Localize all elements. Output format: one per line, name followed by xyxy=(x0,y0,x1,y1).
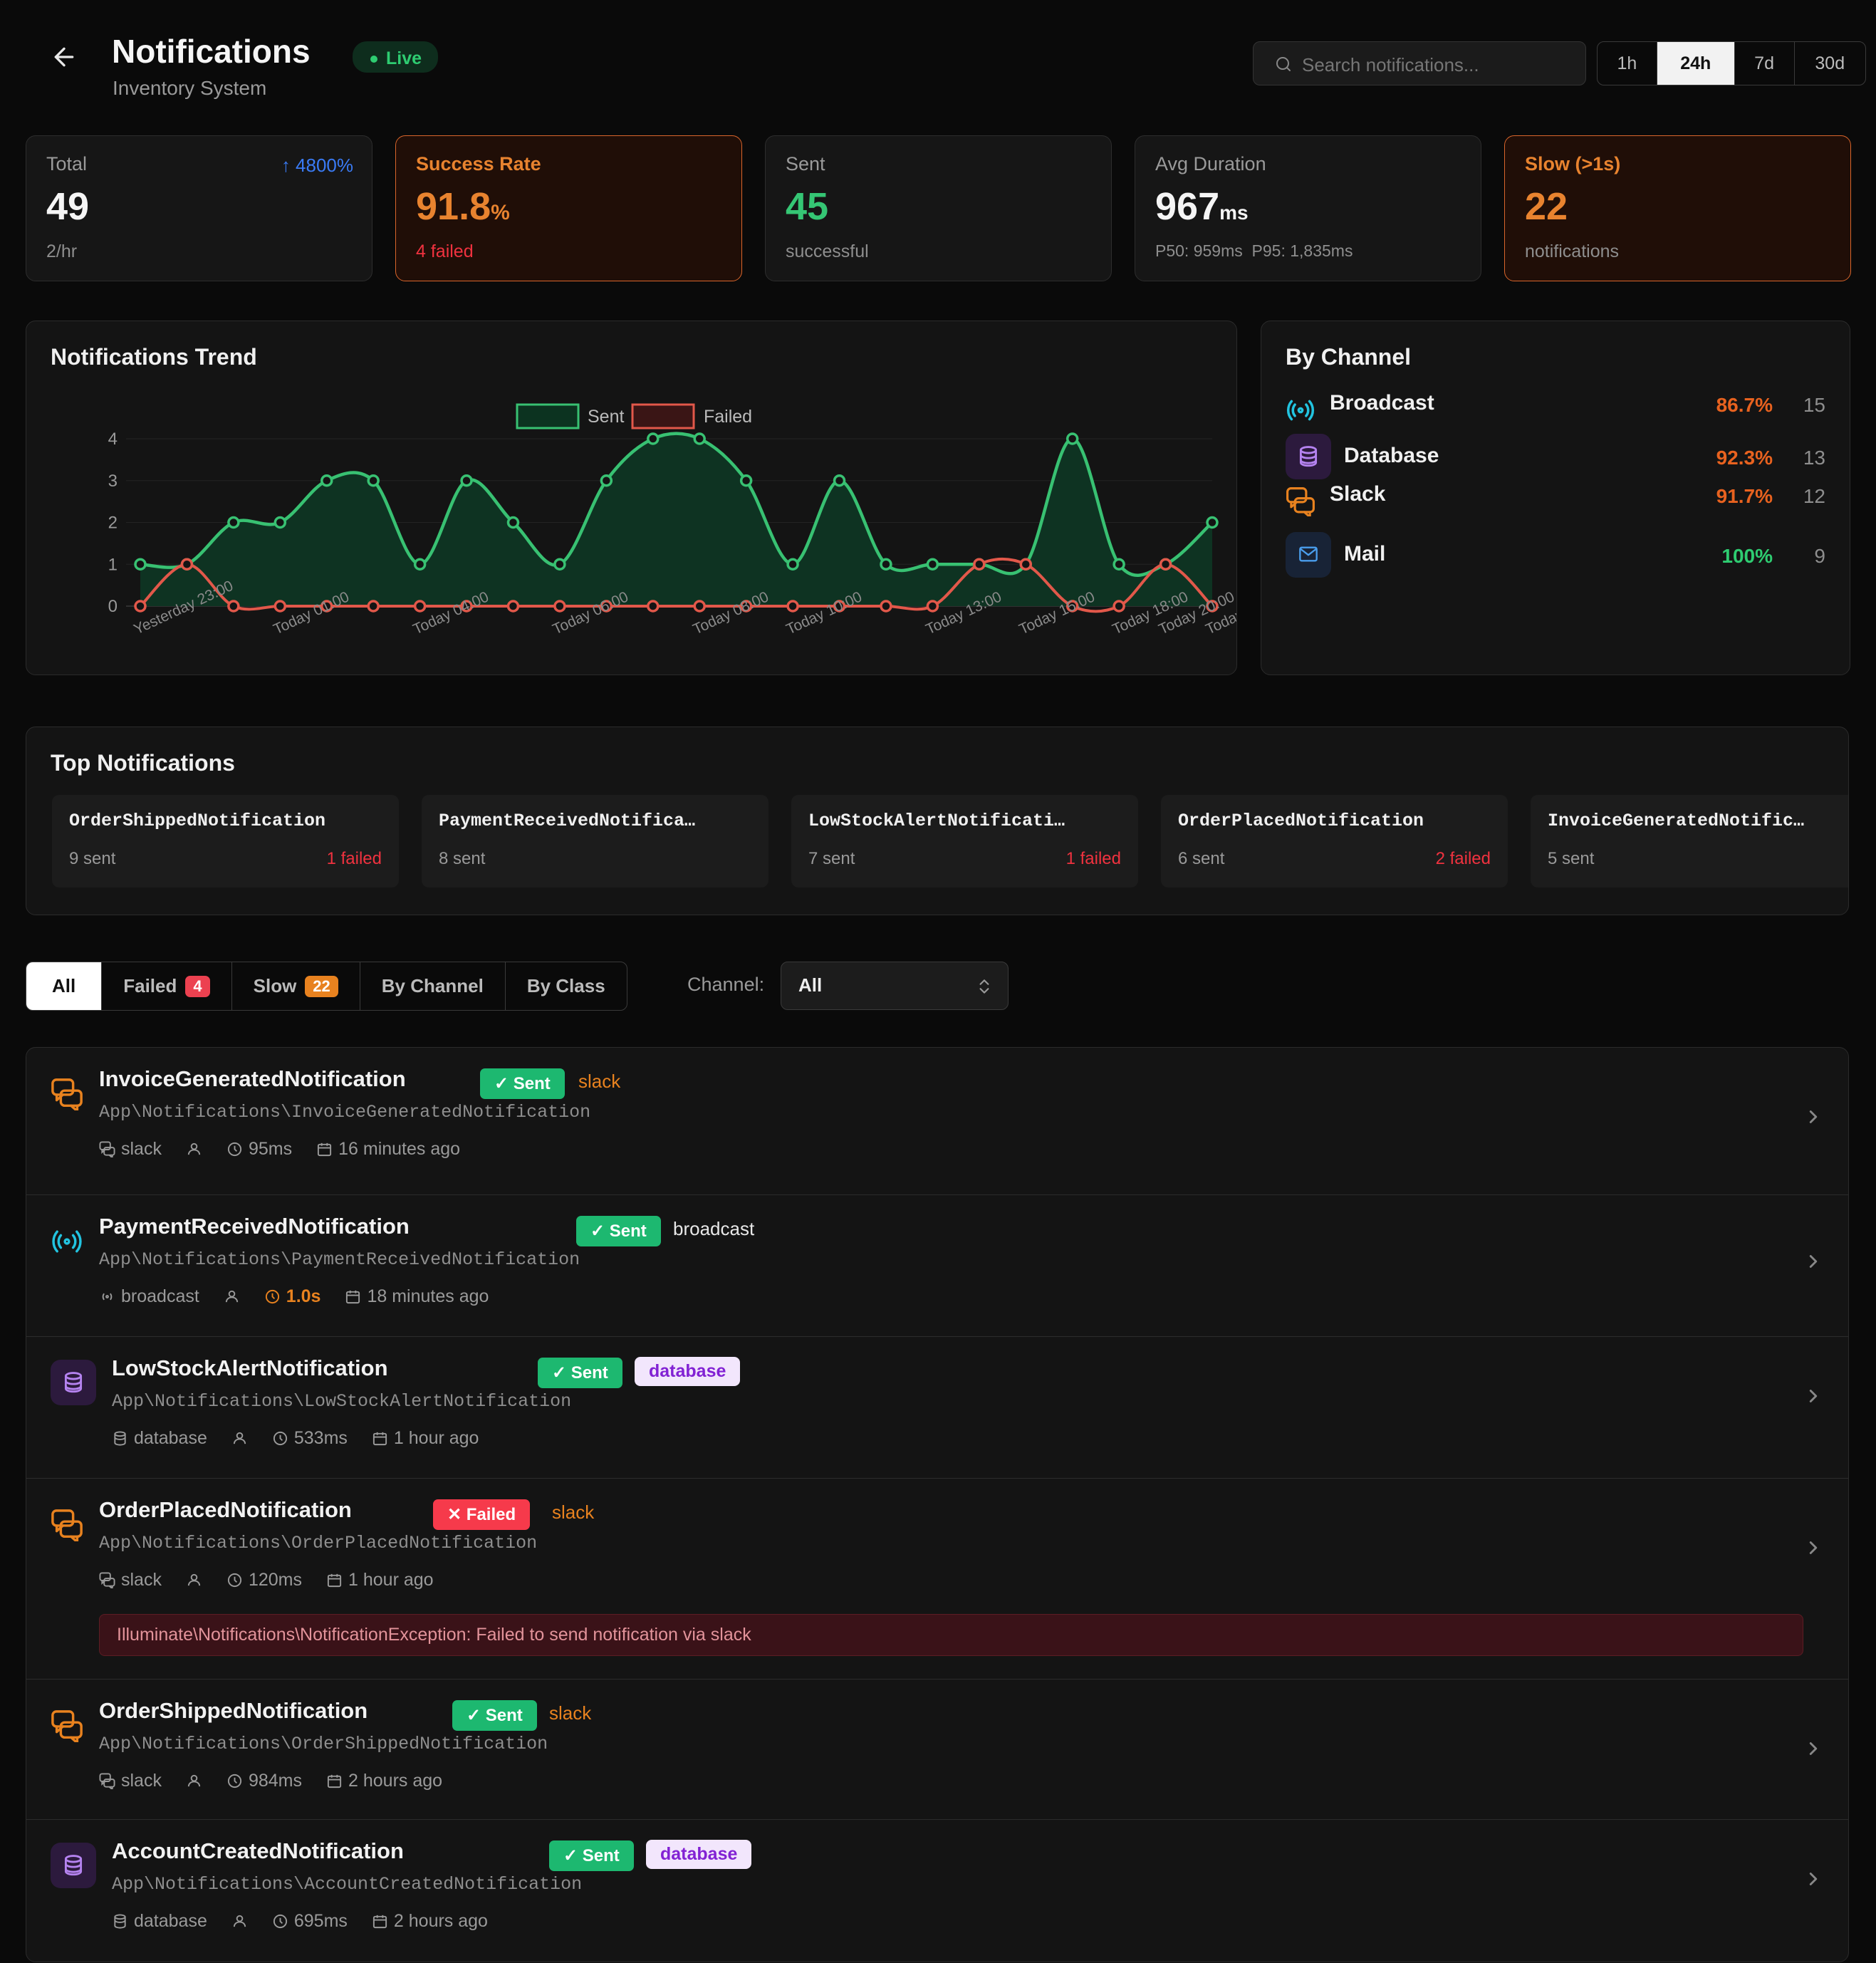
svg-text:2: 2 xyxy=(108,514,118,533)
svg-text:Sent: Sent xyxy=(588,407,624,427)
svg-text:0: 0 xyxy=(108,597,118,616)
svg-text:Failed: Failed xyxy=(704,407,752,427)
svg-text:1: 1 xyxy=(108,555,118,574)
svg-text:4: 4 xyxy=(108,429,118,449)
svg-text:3: 3 xyxy=(108,472,118,491)
